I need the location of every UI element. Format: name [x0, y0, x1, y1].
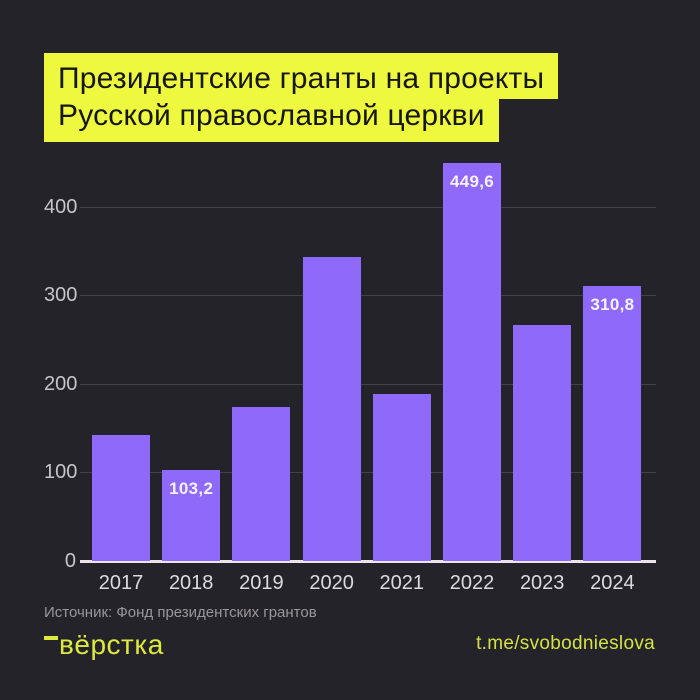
bar-2019 [232, 406, 291, 561]
gridline-0 [80, 560, 656, 563]
bar-value-2022: 449,6 [449, 171, 495, 191]
gridline-200 [80, 383, 656, 385]
xtick-label-2023: 2023 [519, 572, 565, 594]
bar-2018 [162, 469, 221, 561]
gridline-300 [80, 295, 656, 297]
chart-title-line2: Русской православной церкви [44, 99, 499, 142]
bar-2022 [443, 162, 501, 561]
chart-title: Президентские гранты на проекты Русской … [44, 53, 559, 142]
bar-value-2018: 103,2 [169, 478, 214, 498]
verstka-logo: вёрстка [44, 629, 164, 661]
xtick-label-2022: 2022 [449, 572, 495, 594]
ytick-label-400: 400 [44, 195, 78, 218]
telegram-link[interactable]: t.me/svobodnieslova [476, 633, 655, 654]
bar-2017 [92, 435, 150, 561]
ytick-label-100: 100 [44, 461, 78, 484]
xtick-label-2017: 2017 [98, 572, 144, 594]
bar-2021 [372, 393, 431, 561]
source-note: Источник: Фонд президентских грантов [44, 604, 317, 621]
verstka-logo-text: вёрстка [59, 629, 164, 660]
bar-2023 [513, 325, 572, 561]
gridline-400 [80, 206, 656, 208]
xtick-label-2019: 2019 [239, 572, 284, 594]
gridline-100 [80, 472, 656, 474]
chart-title-line1: Президентские гранты на проекты [44, 53, 559, 99]
xtick-label-2021: 2021 [379, 572, 425, 594]
bar-2020 [302, 257, 361, 561]
ytick-label-0: 0 [64, 550, 76, 572]
ytick-label-300: 300 [44, 284, 78, 307]
xtick-label-2020: 2020 [309, 572, 354, 594]
bar-value-2024: 310,8 [590, 294, 635, 314]
ytick-label-200: 200 [44, 372, 78, 395]
bar-chart: 0 100 200 300 400 2017 103,2 2018 2019 2020 2021 44… [44, 160, 664, 610]
logo-bar-decoration [44, 636, 58, 640]
xtick-label-2024: 2024 [590, 572, 635, 594]
bar-2024 [583, 285, 642, 561]
xtick-label-2018: 2018 [168, 572, 214, 594]
